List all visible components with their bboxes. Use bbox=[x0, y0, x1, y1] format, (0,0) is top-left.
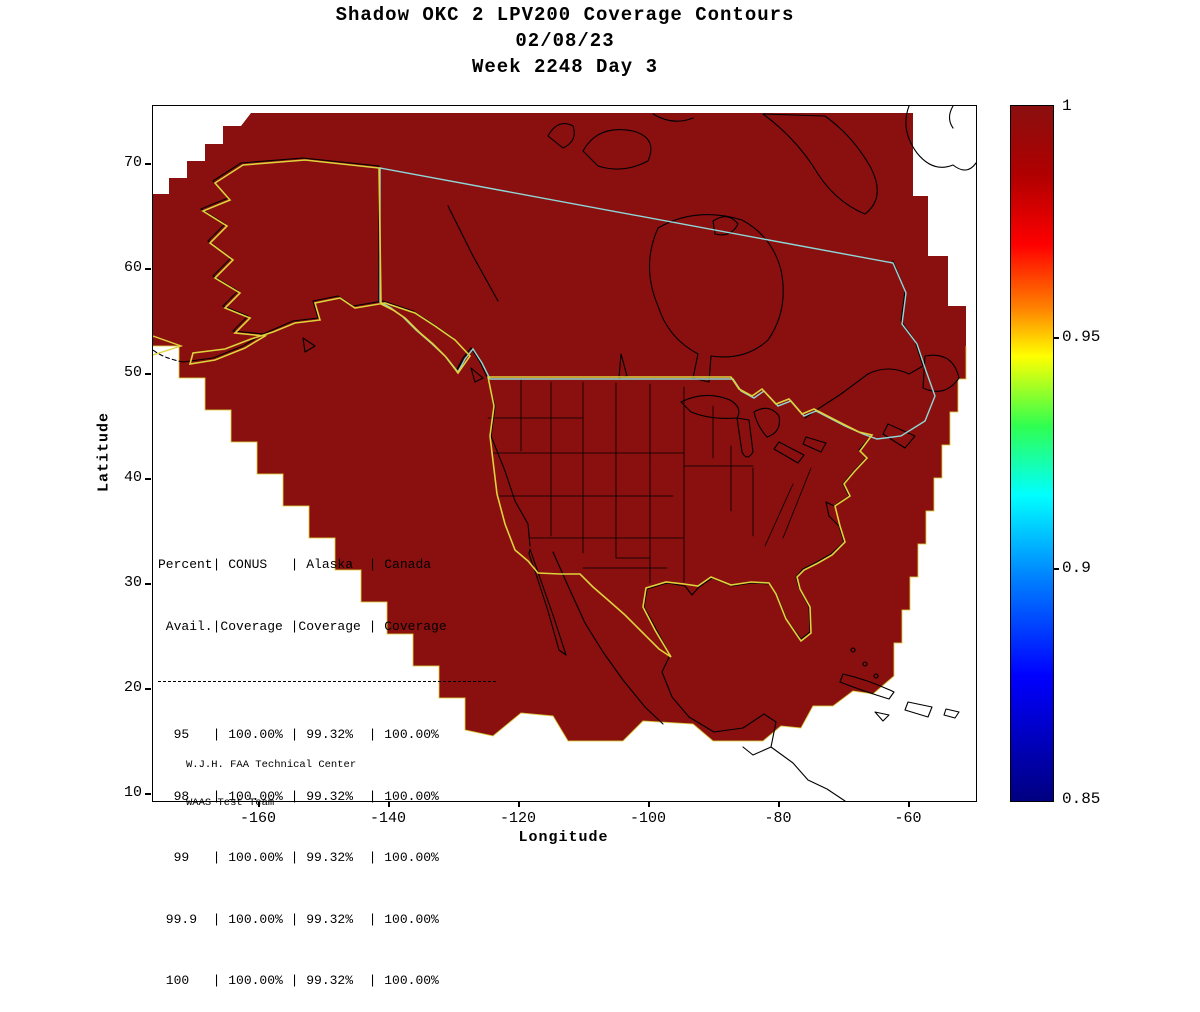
x-tick-label: -80 bbox=[764, 810, 792, 827]
y-tick-mark bbox=[145, 163, 151, 165]
x-tick-label: -140 bbox=[369, 810, 407, 827]
credit-line-1: W.J.H. FAA Technical Center bbox=[186, 759, 357, 771]
figure-root: { "title": { "line1": "Shadow OKC 2 LPV2… bbox=[0, 2, 1130, 988]
coastline-aleutians bbox=[153, 349, 184, 363]
x-tick-mark bbox=[908, 801, 910, 807]
title-line-2: 02/08/23 bbox=[515, 30, 615, 52]
colorbar-tick-label: 0.9 bbox=[1062, 559, 1091, 577]
x-tick-mark bbox=[778, 801, 780, 807]
y-axis-title: Latitude bbox=[95, 411, 113, 493]
coastline-greenland bbox=[905, 106, 976, 171]
table-row: 99.9 | 100.00% | 99.32% | 100.00% bbox=[158, 911, 439, 927]
table-header-line-2: Avail.|Coverage |Coverage | Coverage bbox=[158, 618, 447, 634]
y-tick-mark bbox=[145, 793, 151, 795]
x-tick-label: -160 bbox=[239, 810, 277, 827]
plot-area bbox=[152, 105, 977, 802]
coastline-east-canada bbox=[804, 260, 960, 449]
y-tick-mark bbox=[145, 583, 151, 585]
x-axis-title: Longitude bbox=[518, 829, 609, 846]
x-tick-mark bbox=[518, 801, 520, 807]
table-row: 99 | 100.00% | 99.32% | 100.00% bbox=[158, 850, 439, 865]
credit-line-2: WAAS Test Team bbox=[186, 796, 275, 809]
alaska-contour-west-fragment bbox=[153, 335, 184, 356]
x-tick-mark bbox=[258, 801, 260, 807]
y-tick-mark bbox=[145, 373, 151, 375]
conus-contour bbox=[487, 376, 874, 658]
coastline-british-columbia bbox=[455, 347, 489, 383]
y-tick-label: 60 bbox=[123, 259, 142, 276]
colorbar-tick-label: 0.95 bbox=[1062, 328, 1101, 346]
table-separator bbox=[158, 681, 496, 682]
coastline-caribbean bbox=[839, 647, 960, 722]
y-tick-mark bbox=[145, 688, 151, 690]
y-tick-label: 20 bbox=[123, 679, 142, 696]
x-tick-label: -60 bbox=[894, 810, 922, 827]
coastline-arctic-islands bbox=[447, 113, 878, 302]
colorbar-tick-mark bbox=[1054, 337, 1059, 339]
x-tick-mark bbox=[388, 801, 390, 807]
y-tick-mark bbox=[145, 268, 151, 270]
colorbar-tick-label: 1 bbox=[1062, 97, 1072, 115]
y-tick-label: 30 bbox=[123, 574, 142, 591]
map-svg bbox=[153, 106, 976, 801]
figure-title: Shadow OKC 2 LPV200 Coverage Contours 02… bbox=[0, 2, 1130, 80]
colorbar bbox=[1010, 105, 1054, 802]
colorbar-tick-mark bbox=[1054, 568, 1059, 570]
table-row: 100 | 100.00% | 99.32% | 100.00% bbox=[158, 973, 439, 988]
y-tick-label: 40 bbox=[123, 469, 142, 486]
title-line-1: Shadow OKC 2 LPV200 Coverage Contours bbox=[335, 4, 795, 26]
coastline-west-mexico bbox=[487, 378, 664, 725]
coverage-fringe bbox=[153, 345, 967, 742]
y-tick-mark bbox=[145, 478, 151, 480]
x-tick-label: -100 bbox=[629, 810, 667, 827]
state-boundaries bbox=[487, 378, 812, 584]
coastline-great-lakes bbox=[680, 394, 827, 464]
credit-text: W.J.H. FAA Technical Center WAAS Test Te… bbox=[186, 734, 356, 822]
table-row: 95 | 100.00% | 99.32% | 100.00% bbox=[158, 727, 439, 742]
y-tick-label: 70 bbox=[123, 154, 142, 171]
title-line-3: Week 2248 Day 3 bbox=[471, 56, 659, 78]
x-tick-label: -120 bbox=[499, 810, 537, 827]
alaska-contour bbox=[188, 159, 472, 375]
x-tick-mark bbox=[648, 801, 650, 807]
colorbar-tick-label: 0.85 bbox=[1062, 790, 1101, 808]
y-tick-label: 50 bbox=[123, 364, 142, 381]
table-header-line-1: Percent| CONUS | Alaska | Canada bbox=[158, 557, 432, 572]
table-row: 98 | 100.00% | 99.32% | 100.00% bbox=[158, 788, 439, 804]
coastline-alaska bbox=[182, 157, 469, 372]
y-tick-label: 10 bbox=[123, 784, 142, 801]
